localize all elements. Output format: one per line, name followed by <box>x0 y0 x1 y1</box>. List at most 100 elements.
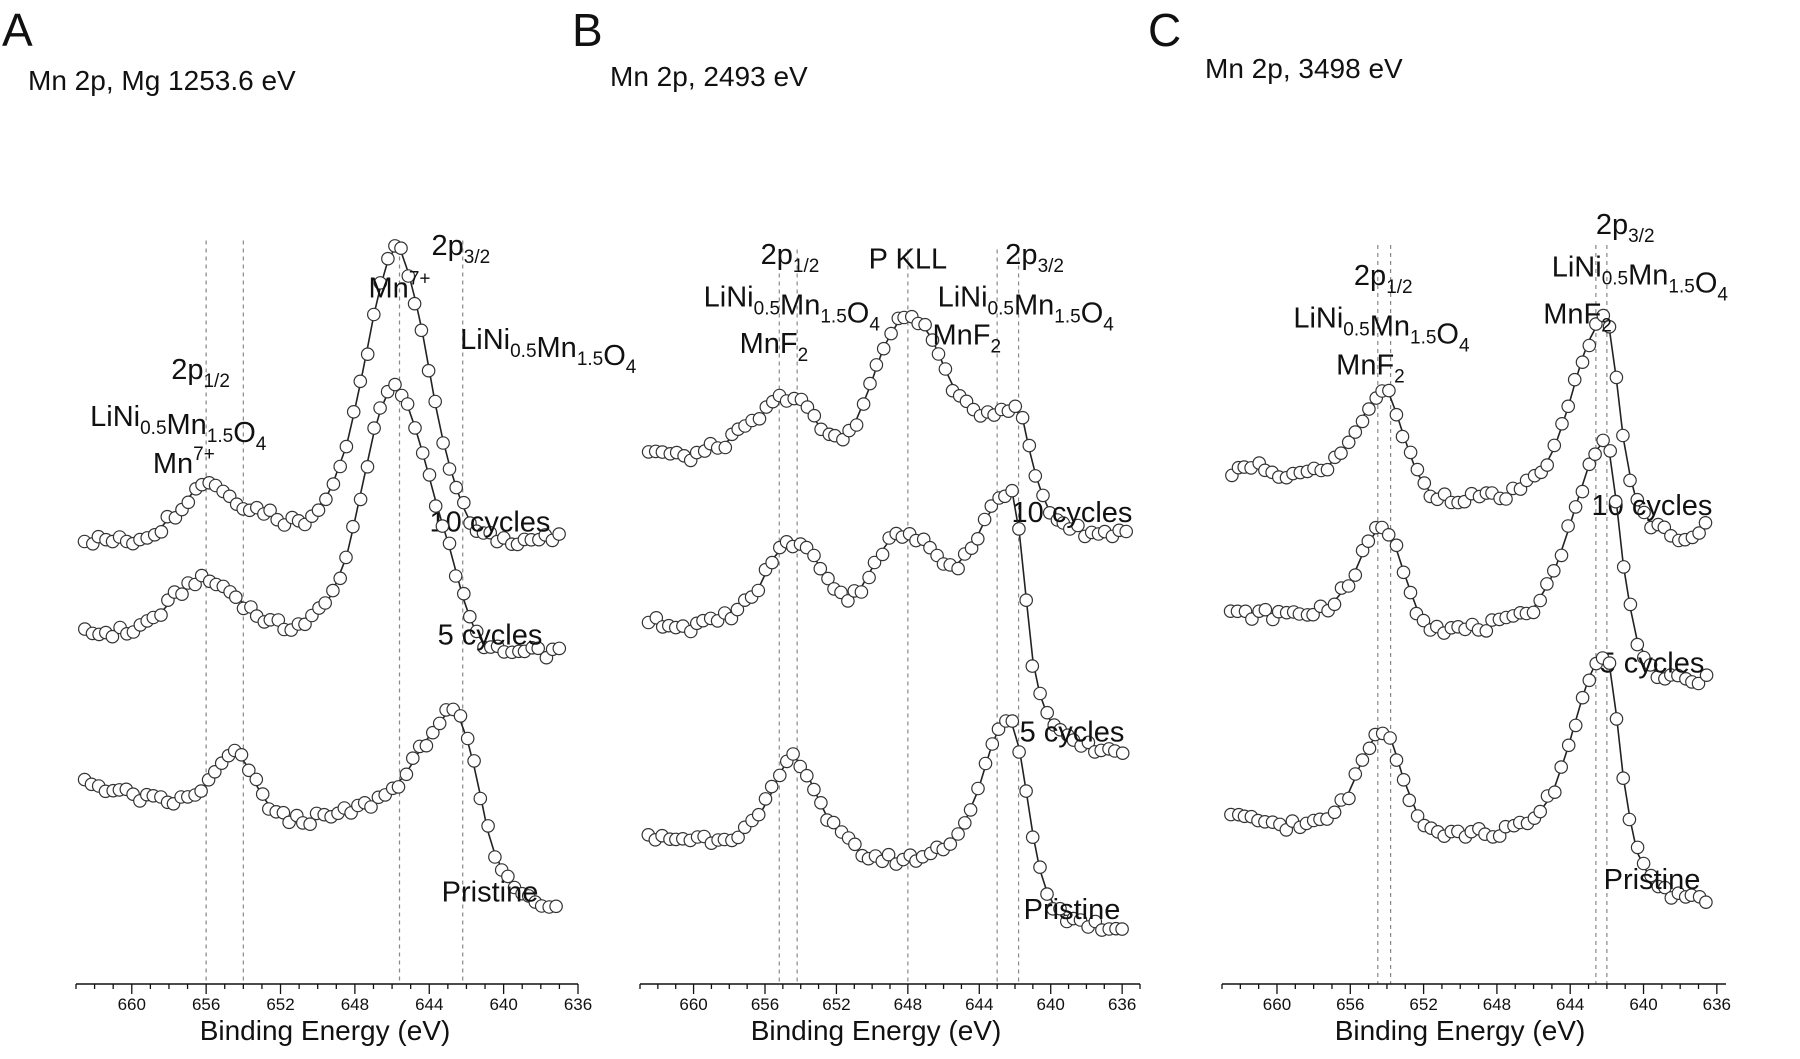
annotations-a: Mn7+2p3/2LiNi0.5Mn1.5O42p1/2LiNi0.5Mn1.5… <box>90 230 637 480</box>
data-point <box>394 241 408 255</box>
data-point <box>473 791 488 806</box>
data-point <box>649 610 664 625</box>
peak-annotation: 2p3/2 <box>432 230 491 268</box>
data-point <box>353 492 368 507</box>
data-point <box>1561 738 1576 753</box>
data-point <box>1348 425 1363 439</box>
data-point <box>765 555 779 570</box>
x-tick-label: 640 <box>1037 995 1065 1014</box>
data-point <box>1362 402 1376 416</box>
data-point <box>1608 494 1623 509</box>
data-point <box>399 767 414 782</box>
data-point <box>448 569 463 583</box>
data-point <box>364 800 378 814</box>
data-point <box>460 731 475 746</box>
data-point <box>1637 505 1651 520</box>
data-point <box>971 781 985 796</box>
data-point <box>1602 319 1617 334</box>
reference-lines-c <box>1377 245 1608 984</box>
data-point <box>1341 435 1356 450</box>
data-point <box>400 397 415 411</box>
peak-annotation: 2p3/2 <box>1005 239 1064 277</box>
data-point <box>1389 753 1404 767</box>
series-label: 5 cycles <box>1020 717 1125 749</box>
data-point <box>881 847 896 862</box>
panel-b: B Mn 2p, 2493 eV 10 cycles 5 cycles Pristi… <box>572 4 1141 1046</box>
data-point <box>1402 793 1417 808</box>
data-point <box>1630 840 1645 855</box>
data-point <box>807 782 821 797</box>
x-tick-label: 636 <box>564 995 592 1014</box>
data-point <box>1383 731 1397 745</box>
data-point <box>1636 856 1651 871</box>
data-point <box>154 524 169 539</box>
panel-label-a: A <box>2 4 33 56</box>
data-point <box>175 587 189 601</box>
data-point <box>1320 462 1335 477</box>
data-point <box>978 756 993 771</box>
peak-annotation: LiNi0.5Mn1.5O4 <box>90 401 267 455</box>
data-point <box>373 401 387 415</box>
panel-title-b: Mn 2p, 2493 eV <box>610 61 808 92</box>
data-point <box>1115 746 1130 760</box>
reference-lines-a <box>205 240 464 984</box>
data-point <box>752 411 767 426</box>
data-point <box>1012 522 1026 536</box>
data-point <box>863 376 877 391</box>
data-point <box>1015 410 1030 425</box>
spectra-a: 10 cycles 5 cycles Pristine <box>77 239 567 914</box>
data-point <box>381 251 395 266</box>
data-point <box>346 404 361 419</box>
data-point <box>442 536 457 551</box>
data-point <box>456 586 471 601</box>
peak-annotation: LiNi0.5Mn1.5O4 <box>1293 303 1470 357</box>
data-point <box>957 816 972 830</box>
data-point <box>298 617 312 632</box>
data-point <box>1306 607 1320 622</box>
data-point <box>1417 476 1432 490</box>
series-label: Pristine <box>442 876 539 908</box>
data-point <box>422 468 437 482</box>
data-point <box>1115 922 1129 936</box>
data-point <box>856 397 871 411</box>
data-point <box>333 459 347 474</box>
series-line <box>1231 654 1706 898</box>
data-point <box>391 780 406 794</box>
data-point <box>1005 483 1019 498</box>
peak-annotation: Mn7+ <box>153 444 215 480</box>
data-point <box>938 362 953 376</box>
data-point <box>405 751 420 765</box>
data-point <box>255 787 270 801</box>
data-point <box>1033 686 1047 701</box>
data-point <box>1547 438 1562 453</box>
data-point <box>388 377 402 392</box>
data-point <box>1361 534 1376 548</box>
data-point <box>1691 676 1706 691</box>
data-point <box>419 738 434 753</box>
series-label: Pristine <box>1024 894 1121 926</box>
data-point <box>1410 462 1425 477</box>
data-point <box>1699 668 1714 682</box>
x-tick-label: 640 <box>489 995 517 1014</box>
data-point <box>1053 901 1067 916</box>
data-point <box>1540 577 1554 591</box>
peak-annotation: 2p3/2 <box>1596 209 1655 247</box>
data-point <box>360 459 375 474</box>
data-point <box>876 341 891 356</box>
data-point <box>970 531 985 546</box>
data-point <box>552 641 567 656</box>
data-point <box>263 503 277 518</box>
data-point <box>1616 771 1630 785</box>
panel-label-c: C <box>1148 4 1181 56</box>
data-point <box>1355 753 1370 767</box>
data-point <box>867 555 882 570</box>
x-tick-label: 648 <box>894 995 922 1014</box>
series-label: 10 cycles <box>1012 497 1133 529</box>
annotations-c: 2p3/2LiNi0.5Mn1.5O4MnF22p1/2LiNi0.5Mn1.5… <box>1293 209 1728 387</box>
data-point <box>1025 659 1040 673</box>
data-point <box>105 629 120 644</box>
data-point <box>242 763 256 778</box>
peak-annotation: MnF2 <box>740 328 809 366</box>
data-point <box>1630 637 1645 652</box>
data-point <box>1548 785 1562 799</box>
